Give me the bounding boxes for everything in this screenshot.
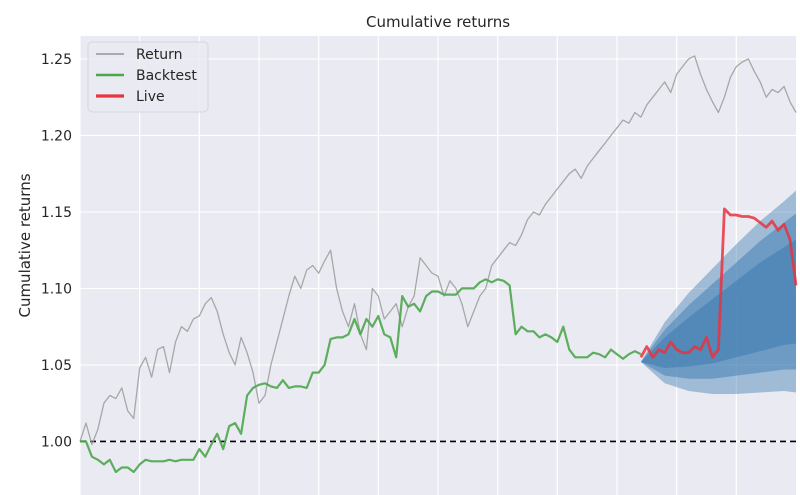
y-axis-ticks: 1.00 1.05 1.10 1.15 1.20 1.25 (41, 52, 72, 451)
legend: Return Backtest Live (87, 41, 209, 113)
y-tick-label: 1.05 (41, 358, 72, 374)
series-line-live (639, 207, 798, 359)
series-lines (79, 55, 798, 474)
y-tick-label: 1.15 (41, 205, 72, 221)
y-tick-label: 1.25 (41, 52, 72, 68)
series-line-return (79, 55, 797, 446)
series-line-backtest (80, 278, 642, 474)
legend-label-backtest: Backtest (136, 68, 197, 84)
y-tick-label: 1.20 (41, 128, 72, 144)
legend-label-live: Live (136, 89, 165, 105)
y-axis-label: Cumulative returns (16, 173, 34, 317)
y-tick-label: 1.00 (41, 434, 72, 450)
y-tick-label: 1.10 (41, 281, 72, 297)
chart-title: Cumulative returns (366, 13, 510, 31)
cone-band-1-sigma (640, 239, 796, 369)
legend-label-return: Return (136, 47, 182, 63)
forecast-cone (640, 190, 796, 395)
